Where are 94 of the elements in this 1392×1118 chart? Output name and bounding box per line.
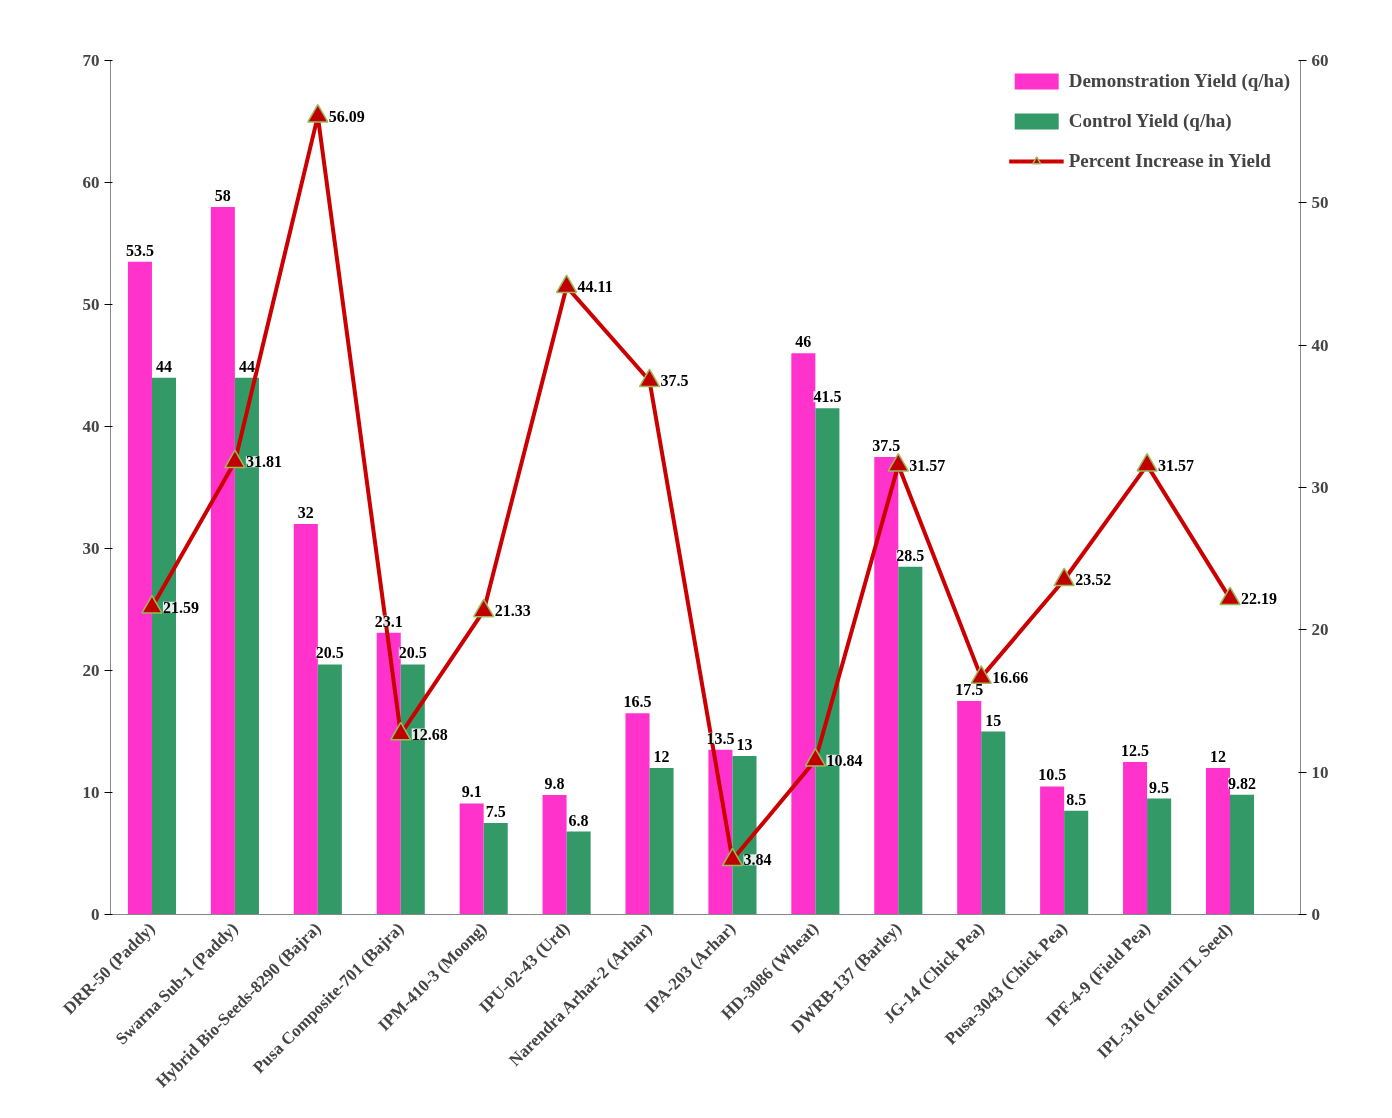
data-label: 53.5 bbox=[125, 241, 154, 259]
y2-tick-label: 30 bbox=[1311, 478, 1329, 497]
data-label: 7.5 bbox=[485, 803, 506, 820]
point bbox=[389, 721, 412, 741]
data-label: 58 bbox=[214, 186, 231, 204]
bar bbox=[1147, 798, 1172, 915]
point bbox=[721, 847, 744, 867]
y2-tick-label: 60 bbox=[1311, 51, 1329, 70]
point bbox=[638, 368, 661, 388]
bar bbox=[625, 713, 650, 915]
data-label: 8.5 bbox=[1066, 790, 1087, 808]
data-label: 16.5 bbox=[623, 693, 652, 711]
point bbox=[224, 449, 246, 469]
data-label: 12.68 bbox=[411, 725, 448, 743]
point bbox=[555, 274, 578, 294]
point bbox=[1219, 586, 1241, 606]
y2-tick-label: 50 bbox=[1311, 193, 1329, 213]
data-label: 31.81 bbox=[245, 453, 282, 471]
point bbox=[887, 452, 910, 472]
data-label: 21.59 bbox=[162, 598, 199, 616]
bar bbox=[649, 768, 674, 915]
bar bbox=[210, 206, 235, 915]
bar bbox=[898, 566, 923, 915]
bar bbox=[1040, 786, 1065, 915]
data-label: 16.66 bbox=[992, 668, 1029, 686]
data-label: 21.33 bbox=[494, 602, 531, 620]
bar bbox=[483, 823, 508, 915]
point bbox=[970, 665, 992, 684]
bar bbox=[874, 457, 899, 915]
data-label: 44.11 bbox=[577, 278, 613, 296]
data-label: 9.5 bbox=[1149, 778, 1170, 796]
point bbox=[141, 594, 163, 614]
data-label: 6.8 bbox=[568, 811, 589, 829]
legend-label: Demonstration Yield (q/ha) bbox=[1068, 70, 1290, 92]
y-tick-label: 0 bbox=[91, 905, 100, 924]
data-label: 17.5 bbox=[955, 681, 984, 698]
y-tick-label: 60 bbox=[82, 173, 100, 192]
data-label: 37.5 bbox=[660, 372, 689, 390]
point bbox=[1136, 452, 1158, 472]
data-label: 23.1 bbox=[374, 612, 403, 630]
point bbox=[1053, 567, 1075, 587]
y-tick-label: 10 bbox=[82, 783, 100, 802]
data-label: 20.5 bbox=[398, 644, 427, 662]
data-label: 12.5 bbox=[1121, 742, 1150, 759]
data-label: 44 bbox=[155, 357, 172, 375]
y-tick-label: 30 bbox=[82, 539, 100, 558]
y-tick-label: 20 bbox=[82, 661, 100, 680]
data-label: 12 bbox=[653, 748, 670, 766]
data-label: 22.19 bbox=[1241, 590, 1278, 608]
data-label: 3.84 bbox=[743, 851, 772, 869]
data-label: 31.57 bbox=[1158, 456, 1195, 474]
legend-label: Percent Increase in Yield bbox=[1068, 150, 1271, 172]
point bbox=[804, 747, 827, 767]
bar bbox=[293, 524, 318, 915]
y-tick-label: 50 bbox=[82, 295, 100, 314]
y2-tick-label: 40 bbox=[1311, 335, 1329, 355]
y2-tick-label: 20 bbox=[1311, 620, 1329, 640]
data-label: 41.5 bbox=[813, 388, 842, 406]
data-label: 9.82 bbox=[1228, 774, 1257, 792]
bar bbox=[566, 831, 591, 915]
bar bbox=[317, 664, 342, 915]
legend-label: Control Yield (q/ha) bbox=[1068, 110, 1232, 132]
bar bbox=[127, 261, 152, 915]
bar bbox=[1064, 810, 1089, 915]
data-label: 37.5 bbox=[872, 437, 901, 454]
data-label: 15 bbox=[985, 711, 1002, 729]
data-label: 28.5 bbox=[896, 546, 925, 564]
data-label: 12 bbox=[1209, 748, 1226, 766]
data-label: 13 bbox=[736, 735, 753, 753]
y-tick-label: 40 bbox=[82, 417, 100, 436]
data-label: 44 bbox=[238, 357, 255, 375]
bar bbox=[1230, 794, 1255, 915]
bar bbox=[376, 632, 401, 915]
bar bbox=[1123, 762, 1148, 915]
data-label: 10.5 bbox=[1038, 766, 1067, 784]
data-label: 9.1 bbox=[461, 783, 482, 801]
data-label: 10.84 bbox=[826, 751, 863, 769]
bar bbox=[957, 701, 982, 915]
point bbox=[307, 103, 329, 123]
point bbox=[472, 598, 495, 618]
data-label: 56.09 bbox=[328, 107, 365, 125]
bar bbox=[542, 794, 567, 915]
bar bbox=[981, 731, 1006, 915]
data-label: 9.8 bbox=[544, 774, 565, 792]
data-label: 23.52 bbox=[1075, 571, 1112, 589]
data-label: 31.57 bbox=[909, 456, 946, 474]
data-label: 20.5 bbox=[315, 644, 344, 662]
y-tick-label: 70 bbox=[82, 51, 100, 70]
data-label: 46 bbox=[795, 333, 812, 351]
bar bbox=[459, 803, 484, 915]
y2-tick-label: 10 bbox=[1311, 762, 1329, 782]
y2-tick-label: 0 bbox=[1311, 905, 1320, 924]
data-label: 32 bbox=[297, 504, 314, 522]
data-label: 13.5 bbox=[706, 729, 735, 747]
